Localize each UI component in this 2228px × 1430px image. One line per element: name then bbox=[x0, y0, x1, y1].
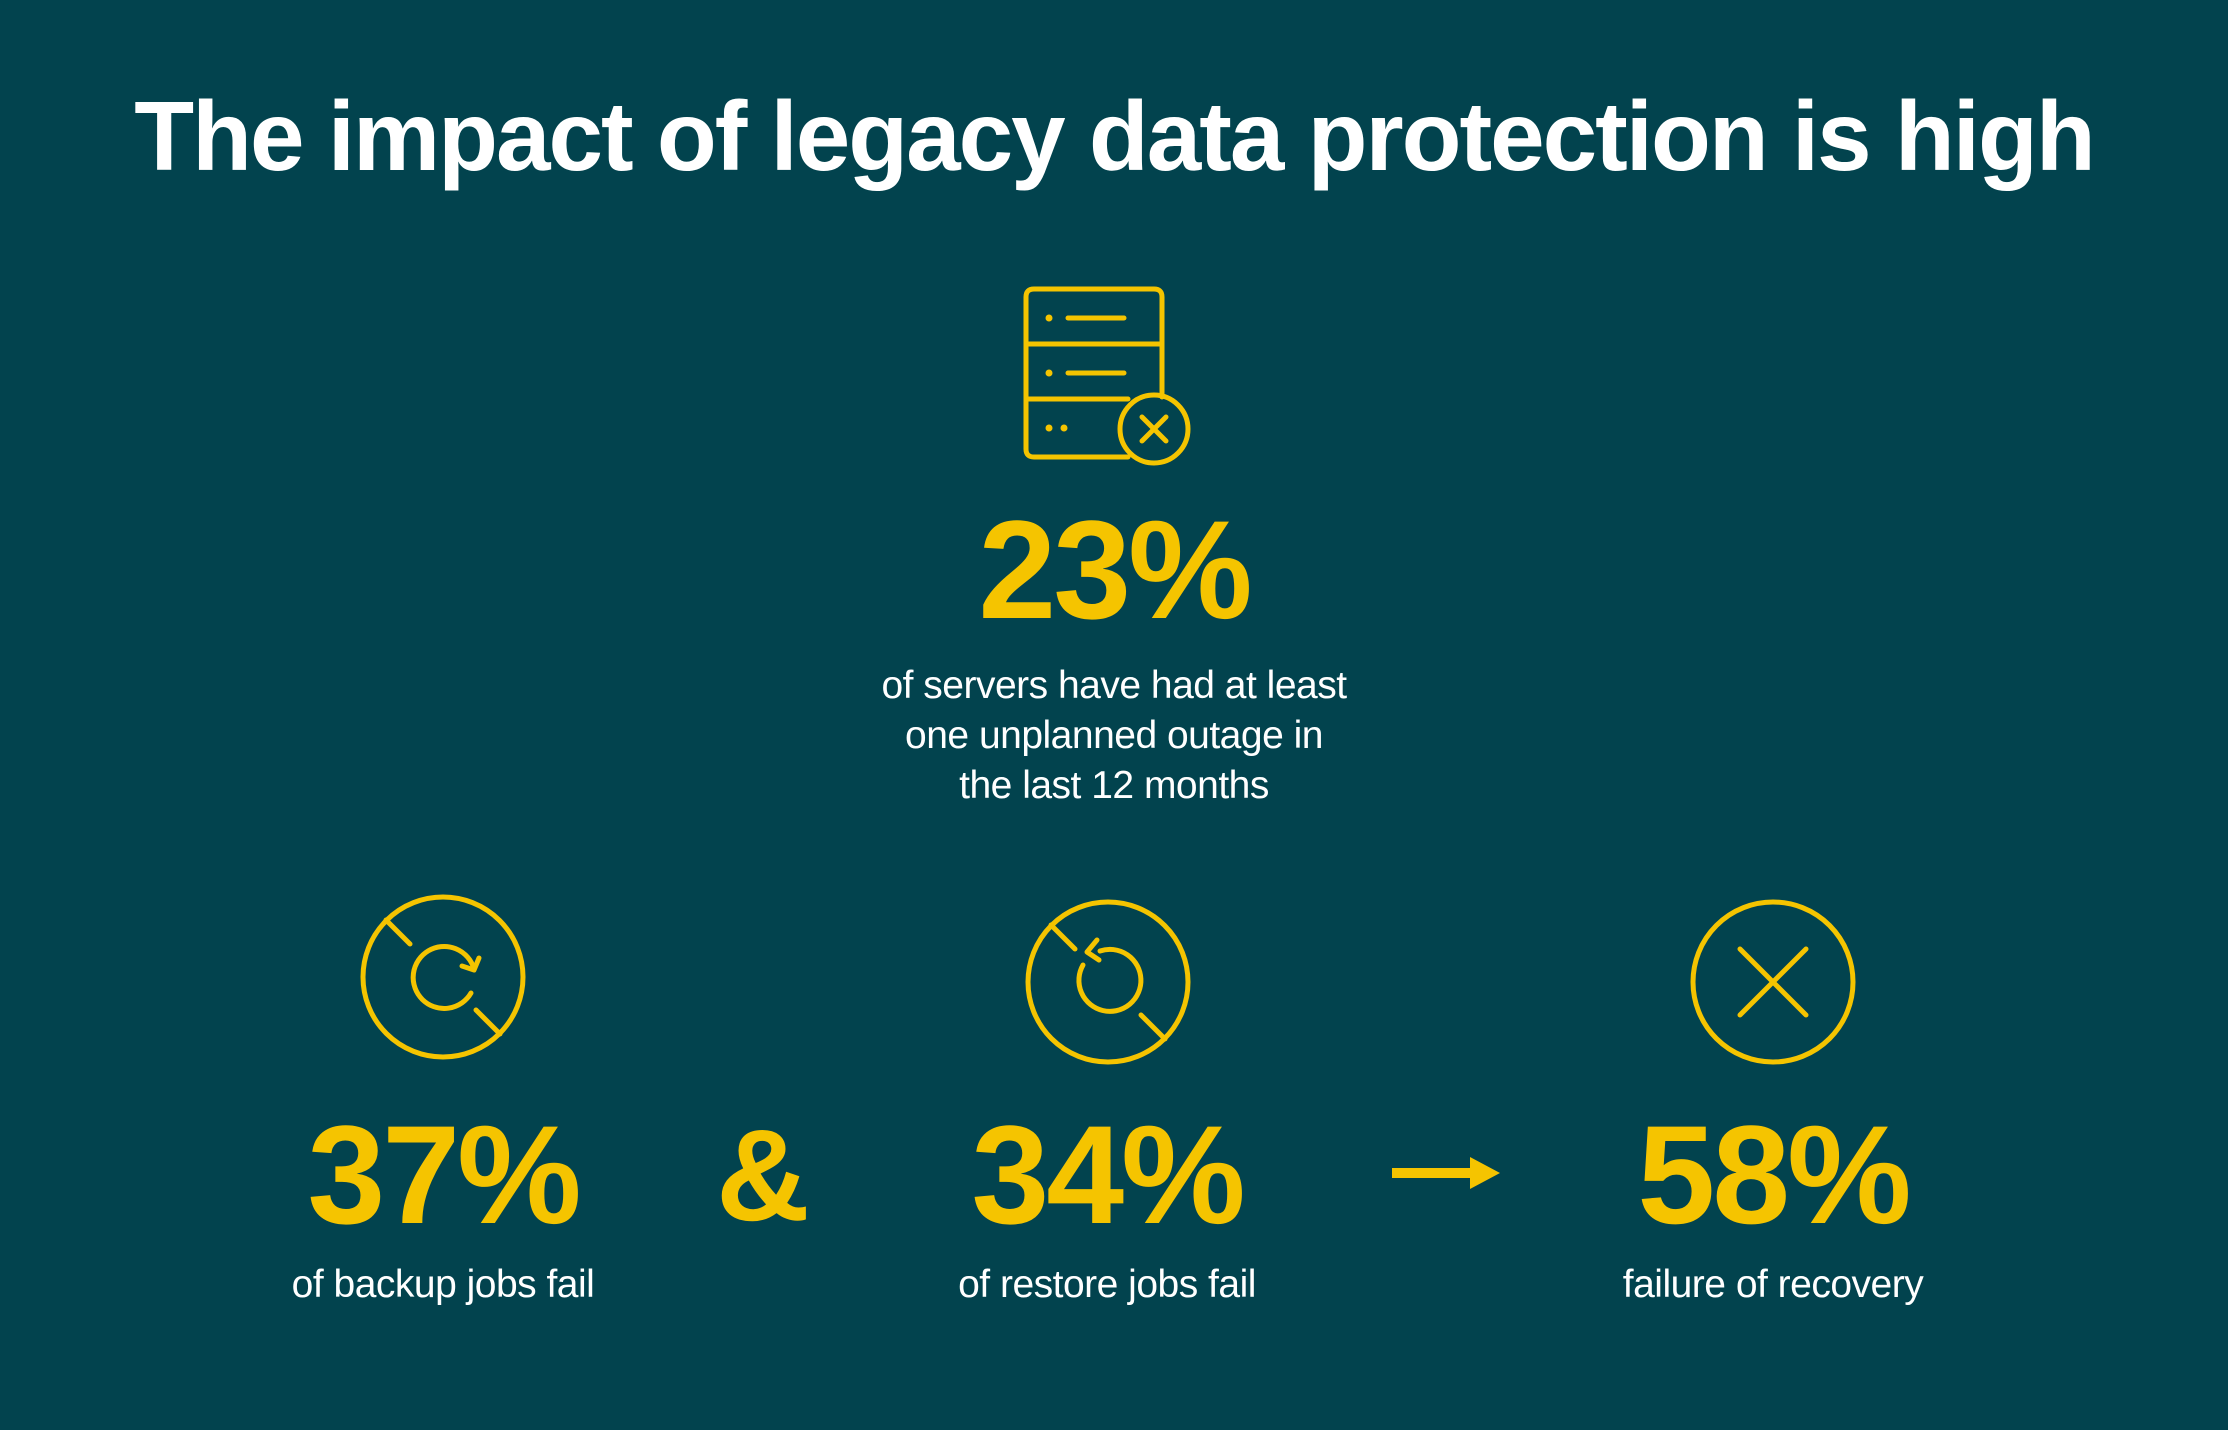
failure-x-circle-icon bbox=[1690, 899, 1856, 1065]
outage-description-line-2: one unplanned outage in bbox=[905, 714, 1323, 757]
recovery-failure-percentage: 58% bbox=[1637, 1096, 1911, 1253]
backup-fail-percentage: 37% bbox=[307, 1096, 581, 1253]
restore-sync-icon bbox=[1025, 899, 1191, 1065]
backup-fail-description: of backup jobs fail bbox=[291, 1263, 595, 1306]
outage-description-line-3: the last 12 months bbox=[959, 764, 1269, 807]
recovery-failure-description: failure of recovery bbox=[1622, 1263, 1924, 1306]
outage-percentage: 23% bbox=[978, 491, 1252, 648]
ampersand-symbol: & bbox=[716, 1102, 810, 1248]
restore-fail-percentage: 34% bbox=[971, 1096, 1245, 1253]
page-title: The impact of legacy data protection is … bbox=[134, 81, 2095, 191]
outage-description: of servers have had at least one unplann… bbox=[764, 661, 1464, 811]
server-error-icon bbox=[1023, 286, 1191, 466]
restore-fail-description: of restore jobs fail bbox=[958, 1263, 1256, 1306]
outage-description-line-1: of servers have had at least bbox=[881, 664, 1347, 707]
backup-sync-icon bbox=[360, 894, 526, 1060]
arrow-right-icon bbox=[1392, 1157, 1500, 1189]
